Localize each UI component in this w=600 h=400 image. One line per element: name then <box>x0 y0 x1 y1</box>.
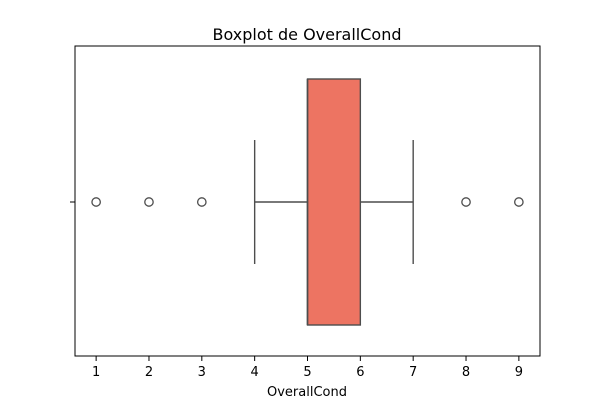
x-tick-label: 6 <box>356 365 364 380</box>
outlier-point <box>461 197 471 207</box>
chart-title: Boxplot de OverallCond <box>212 25 401 44</box>
x-axis-label: OverallCond <box>267 385 347 400</box>
x-tick-label: 7 <box>409 365 417 380</box>
x-tick-label: 5 <box>303 365 311 380</box>
outlier-point <box>91 197 101 207</box>
outlier-point <box>144 197 154 207</box>
x-tick-label: 2 <box>145 365 153 380</box>
x-tick-label: 1 <box>92 365 100 380</box>
x-tick-label: 3 <box>198 365 206 380</box>
x-tick-label: 8 <box>462 365 470 380</box>
plot-area: 1 2 3 4 5 6 7 8 9 <box>70 45 541 380</box>
x-tick-label: 9 <box>515 365 523 380</box>
iqr-box <box>306 78 362 326</box>
outlier-point <box>514 197 524 207</box>
x-tick-label: 4 <box>251 365 259 380</box>
outlier-point <box>196 197 207 207</box>
